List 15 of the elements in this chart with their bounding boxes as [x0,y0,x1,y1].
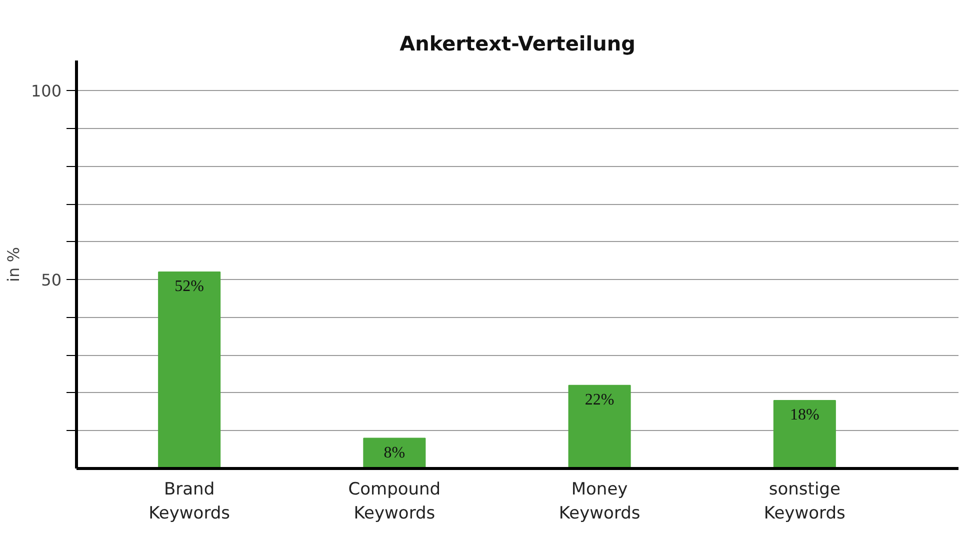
bar [568,384,631,468]
bar [773,400,836,468]
x-tick-label: Compound Keywords [348,480,441,524]
x-tick-label: sonstige Keywords [764,480,846,524]
data-label: 52% [174,278,204,296]
x-tick-label: Money Keywords [558,480,640,524]
x-tick-label: Brand Keywords [148,480,230,524]
bar [158,272,221,468]
y-axis-title: in % [4,247,23,282]
chart-title: Ankertext-Verteilung [400,32,636,56]
y-tick-label: 50 [41,270,62,290]
data-label: 18% [790,406,820,424]
data-label: 8% [384,444,406,462]
data-label: 22% [584,391,614,408]
y-tick-label: 100 [30,82,62,101]
